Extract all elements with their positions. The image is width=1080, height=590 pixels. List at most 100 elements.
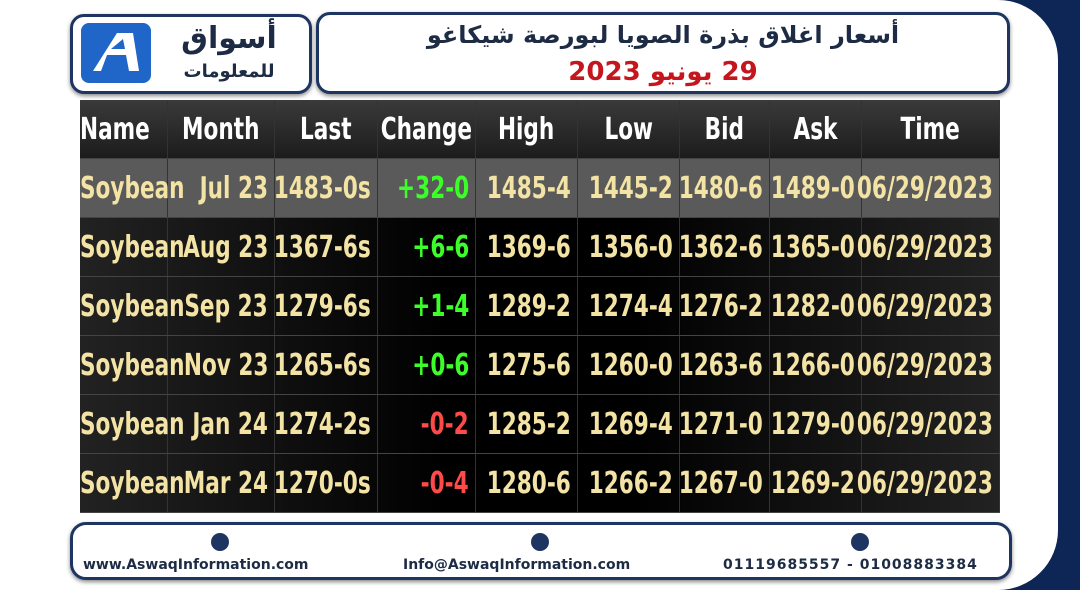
cell: Soybean: [80, 336, 185, 394]
cell-text: 1265-6s: [274, 347, 371, 383]
cell: Aug 23: [168, 218, 275, 276]
cell-text: 1369-6: [486, 229, 571, 265]
cell: 1265-6s: [274, 336, 378, 394]
cell: 1271-0: [678, 395, 770, 453]
title-box: أسعار اغلاق بذرة الصويا لبورصة شيكاغو 29…: [316, 12, 1010, 94]
cell: Low: [578, 100, 680, 158]
cell-text: 1266-0: [770, 347, 855, 383]
cell: Soybean: [80, 395, 185, 453]
cell: Sep 23: [168, 277, 275, 335]
cell: Bid: [680, 100, 770, 158]
cell-text: 1269-4: [588, 406, 673, 442]
cell: 1365-0: [770, 218, 862, 276]
cell-text: 1276-2: [678, 288, 763, 324]
cell: 06/29/2023: [857, 336, 1000, 394]
cell: -0-2: [378, 395, 476, 453]
cell: Soybean: [80, 218, 185, 276]
cell-text: High: [498, 111, 555, 147]
cell: 1289-2: [476, 277, 578, 335]
cell-text: Month: [182, 111, 260, 147]
price-table: Name Month Last Change High Low Bid Ask Time Soyb…: [80, 100, 1000, 513]
cell: Change: [378, 100, 476, 158]
cell: -0-4: [378, 454, 476, 512]
cell: 1274-4: [578, 277, 680, 335]
cell-text: Bid: [704, 111, 745, 147]
cell-text: 06/29/2023: [856, 465, 993, 501]
cell-text: +0-6: [411, 347, 469, 383]
cell: 1362-6: [679, 218, 770, 276]
cell-text: 1280-6: [486, 465, 571, 501]
website: www.AswaqInformation.com: [83, 557, 309, 573]
cell: 1266-2: [578, 454, 680, 512]
cell-text: Soybean: [80, 465, 185, 501]
header-row: Name Month Last Change High Low Bid Ask Time: [80, 100, 1000, 159]
cell: 1480-6: [678, 159, 770, 217]
data-row: Soybean Aug 23 1367-6s +6-6 1369-6 1356-0 1362…: [80, 218, 1000, 277]
web-icon: [211, 533, 229, 551]
cell: Mar 24: [168, 454, 275, 512]
cell: 1489-0: [770, 159, 862, 217]
cell: 06/29/2023: [857, 159, 1000, 217]
cell-text: Low: [604, 111, 653, 147]
cell: 1279-0: [770, 395, 862, 453]
cell: Soybean: [80, 159, 185, 217]
cell: 1483-0s: [274, 159, 378, 217]
cell-text: 1274-2s: [274, 406, 371, 442]
mail-icon: [531, 533, 549, 551]
cell: 1282-0: [770, 277, 862, 335]
cell: 1266-0: [770, 336, 862, 394]
cell: Name: [80, 100, 168, 158]
cell: 1260-0: [578, 336, 680, 394]
cell-text: 06/29/2023: [856, 406, 993, 442]
cell-text: +32-0: [396, 170, 469, 206]
cell: Month: [168, 100, 275, 158]
cell-text: Aug 23: [182, 229, 268, 265]
cell-text: 1480-6: [678, 170, 763, 206]
cell-text: 1275-6: [486, 347, 571, 383]
cell-text: 06/29/2023: [856, 347, 993, 383]
cell-text: -0-2: [421, 406, 469, 442]
cell-text: Jan 24: [192, 406, 268, 442]
cell-text: 1289-2: [486, 288, 571, 324]
phone-icon: [851, 533, 869, 551]
cell-text: 1365-0: [770, 229, 855, 265]
data-row: Soybean Mar 24 1270-0s -0-4 1280-6 1266-2 1267…: [80, 454, 1000, 513]
cell-text: 1356-0: [588, 229, 673, 265]
cell: 1274-2s: [274, 395, 378, 453]
cell-text: 06/29/2023: [856, 288, 993, 324]
cell: 1263-6: [678, 336, 770, 394]
cell: 06/29/2023: [857, 218, 1000, 276]
cell: +32-0: [378, 159, 476, 217]
cell-text: 1271-0: [678, 406, 763, 442]
cell-text: 1279-6s: [274, 288, 371, 324]
cell: 1275-6: [476, 336, 578, 394]
cell-text: 1282-0: [770, 288, 855, 324]
cell-text: Soybean: [80, 347, 185, 383]
cell-text: Name: [80, 111, 150, 147]
cell: 1356-0: [578, 218, 680, 276]
cell: 1369-6: [476, 218, 578, 276]
cell-text: 1263-6: [678, 347, 763, 383]
data-row: Soybean Jan 24 1274-2s -0-2 1285-2 1269-4 1271…: [80, 395, 1000, 454]
cell-text: Soybean: [80, 229, 185, 265]
cell: +0-6: [378, 336, 476, 394]
cell: Time: [862, 100, 1000, 158]
cell: High: [476, 100, 578, 158]
cell-text: Soybean: [80, 170, 185, 206]
data-row: Soybean Jul 23 1483-0s +32-0 1485-4 1445-2 148…: [80, 159, 1000, 218]
cell-text: Nov 23: [183, 347, 268, 383]
cell-text: Last: [300, 111, 352, 147]
cell-text: 1445-2: [588, 170, 673, 206]
logo-icon: [81, 23, 151, 83]
cell-text: Mar 24: [183, 465, 268, 501]
cell-text: 1267-0: [678, 465, 763, 501]
cell: Ask: [770, 100, 862, 158]
cell: 1280-6: [476, 454, 578, 512]
cell: 06/29/2023: [857, 395, 1000, 453]
cell-text: 06/29/2023: [856, 229, 993, 265]
cell-text: Time: [900, 111, 961, 147]
cell-text: -0-4: [421, 465, 469, 501]
cell-text: 1269-2: [770, 465, 855, 501]
cell-text: 1285-2: [486, 406, 571, 442]
